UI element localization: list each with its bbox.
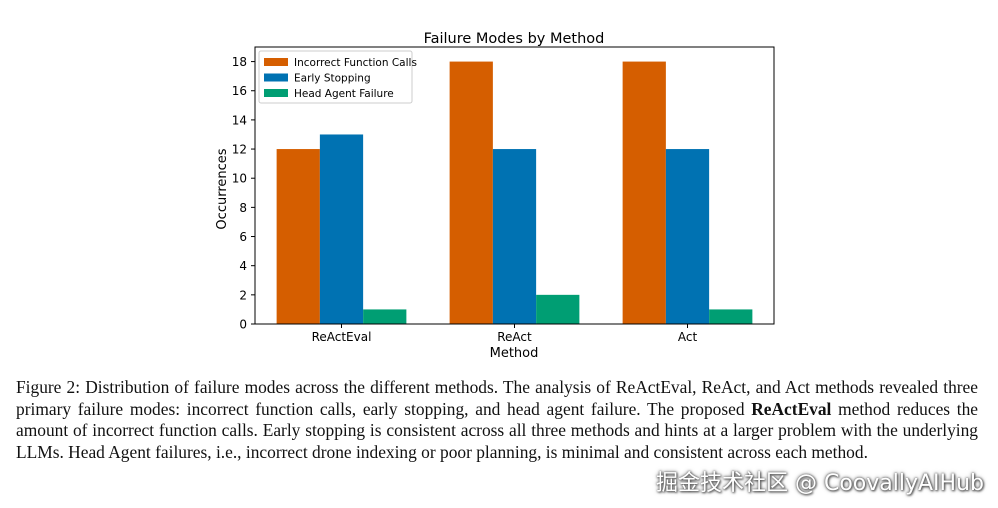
legend-swatch <box>264 73 288 82</box>
legend-swatch <box>264 89 288 97</box>
legend-label: Early Stopping <box>294 73 371 85</box>
bar-head-agent-failure-react <box>536 294 580 324</box>
legend: Incorrect Function Calls Early Stopping He… <box>258 50 417 104</box>
caption-emphasis: ReActEval <box>751 398 832 419</box>
y-tick-label: 12 <box>232 143 247 157</box>
legend-label: Incorrect Function Calls <box>294 57 417 69</box>
x-tick-label: Act <box>678 330 698 344</box>
bar-incorrect-function-calls-act <box>622 61 666 324</box>
y-tick-label: 8 <box>239 201 247 215</box>
y-tick-label: 0 <box>239 318 247 332</box>
bar-incorrect-function-calls-react <box>449 61 493 324</box>
y-tick-label: 10 <box>232 172 247 186</box>
bar-chart: Failure Modes by Method 0 2 4 6 8 10 12 14 16 18 R… <box>215 31 775 361</box>
legend-box <box>258 50 413 104</box>
bar-incorrect-function-calls-reacteval <box>276 149 320 324</box>
chart-title: Failure Modes by Method <box>424 31 605 47</box>
bar-early-stopping-act <box>665 149 710 324</box>
bar-head-agent-failure-reacteval <box>363 309 407 324</box>
x-tick-label: ReAct <box>497 330 532 344</box>
caption-prefix: Figure 2: Distribution of failure modes … <box>16 377 978 419</box>
y-axis-label: Occurrences <box>215 148 230 229</box>
legend-label: Head Agent Failure <box>294 88 394 100</box>
y-tick-label: 6 <box>239 230 247 244</box>
legend-swatch <box>264 58 288 66</box>
plot-area: 0 2 4 6 8 10 12 14 16 18 ReActEval ReAct Act <box>232 46 775 344</box>
y-tick-label: 4 <box>239 259 247 273</box>
y-tick-label: 18 <box>232 55 247 69</box>
bar-early-stopping-reacteval <box>319 134 364 324</box>
y-tick-label: 14 <box>232 113 247 127</box>
bar-head-agent-failure-act <box>709 309 753 324</box>
y-tick-label: 16 <box>232 84 247 98</box>
figure-caption: Figure 2: Distribution of failure modes … <box>16 377 978 463</box>
x-axis-label: Method <box>490 346 539 361</box>
y-tick-label: 2 <box>239 288 247 302</box>
caption-suffix: method reduces the amount of incorrect f… <box>16 398 978 462</box>
watermark: 掘金技术社区 @ CoovallyAIHub <box>655 471 984 496</box>
x-tick-label: ReActEval <box>312 330 372 344</box>
bar-early-stopping-react <box>492 149 537 324</box>
